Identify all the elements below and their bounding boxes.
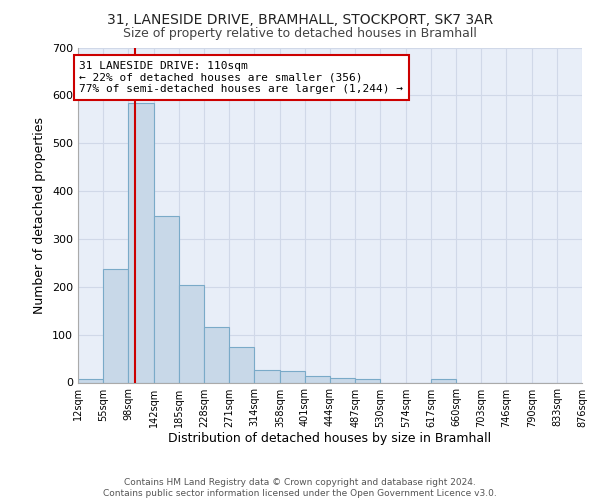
Bar xyxy=(204,326,229,382)
Bar xyxy=(431,378,456,382)
Text: Contains HM Land Registry data © Crown copyright and database right 2024.
Contai: Contains HM Land Registry data © Crown c… xyxy=(103,478,497,498)
Text: 31 LANESIDE DRIVE: 110sqm
← 22% of detached houses are smaller (356)
77% of semi: 31 LANESIDE DRIVE: 110sqm ← 22% of detac… xyxy=(79,61,403,94)
Bar xyxy=(280,370,305,382)
Bar xyxy=(305,376,330,382)
Text: Size of property relative to detached houses in Bramhall: Size of property relative to detached ho… xyxy=(123,28,477,40)
Bar xyxy=(229,346,254,382)
Y-axis label: Number of detached properties: Number of detached properties xyxy=(34,116,46,314)
Bar xyxy=(154,216,179,382)
Bar xyxy=(254,370,280,382)
Text: 31, LANESIDE DRIVE, BRAMHALL, STOCKPORT, SK7 3AR: 31, LANESIDE DRIVE, BRAMHALL, STOCKPORT,… xyxy=(107,12,493,26)
Bar xyxy=(128,102,154,382)
Bar xyxy=(355,378,380,382)
Bar xyxy=(103,268,128,382)
X-axis label: Distribution of detached houses by size in Bramhall: Distribution of detached houses by size … xyxy=(169,432,491,446)
Bar xyxy=(330,378,355,382)
Bar xyxy=(78,378,103,382)
Bar xyxy=(179,286,204,382)
